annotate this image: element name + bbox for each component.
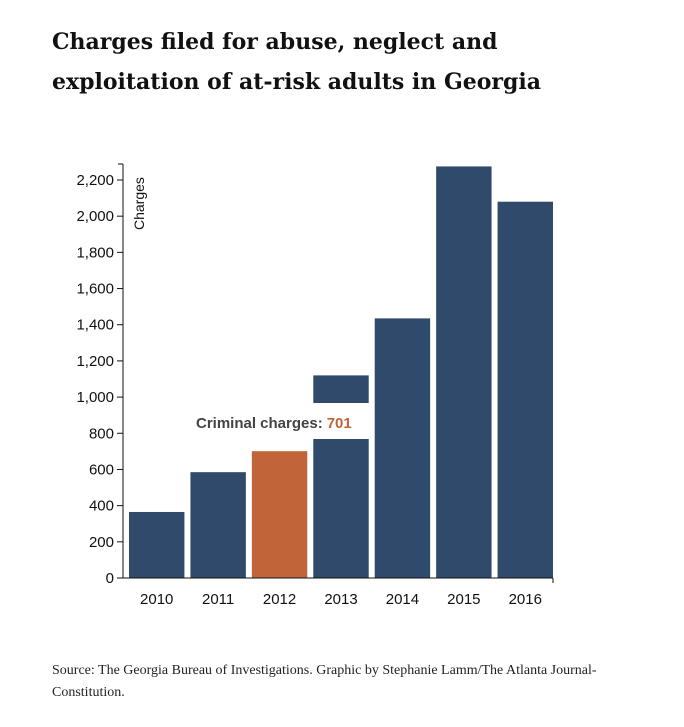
bar-2011[interactable] bbox=[190, 472, 246, 578]
bar-chart: 0 200 400 600 800 1,000 1,200 1,400 1,600 1,800 2,… bbox=[76, 163, 554, 608]
y-tick-label: 800 bbox=[89, 425, 114, 442]
y-tick-label: 1,200 bbox=[76, 353, 114, 370]
y-tick-label: 1,800 bbox=[76, 244, 114, 261]
x-tick-label: 2010 bbox=[140, 591, 173, 608]
bar-2015[interactable] bbox=[436, 166, 492, 578]
y-tick-label: 1,600 bbox=[76, 281, 114, 298]
axes-layer: 0 200 400 600 800 1,000 1,200 1,400 1,600 1,800 2,… bbox=[76, 163, 554, 608]
x-tick-label: 2011 bbox=[202, 591, 234, 608]
x-tick-label: 2015 bbox=[447, 591, 480, 608]
y-axis-title: Charges bbox=[131, 177, 147, 230]
tooltip: Criminal charges: 701 bbox=[184, 403, 372, 439]
y-tick-label: 600 bbox=[89, 461, 114, 478]
bars-layer bbox=[129, 166, 553, 578]
y-tick-label: 2,200 bbox=[76, 172, 114, 189]
y-tick-label: 400 bbox=[89, 498, 114, 515]
source-note: Source: The Georgia Bureau of Investigat… bbox=[52, 663, 597, 700]
bar-2014[interactable] bbox=[374, 318, 431, 578]
y-tick-label: 200 bbox=[89, 534, 114, 551]
y-tick-label: 0 bbox=[106, 570, 114, 587]
bar-2016[interactable] bbox=[497, 201, 553, 578]
bar-2010[interactable] bbox=[129, 511, 185, 578]
tooltip-label: Criminal charges: bbox=[196, 415, 323, 432]
x-tick-label: 2014 bbox=[386, 591, 419, 608]
x-tick-label: 2016 bbox=[509, 591, 542, 608]
tooltip-value: 701 bbox=[327, 415, 352, 432]
y-tick-label: 1,000 bbox=[76, 389, 114, 406]
y-tick-label: 1,400 bbox=[76, 317, 114, 334]
tooltip-text: Criminal charges: 701 bbox=[196, 415, 352, 432]
bar-2012[interactable] bbox=[251, 451, 308, 578]
tooltip-box bbox=[184, 403, 372, 439]
x-tick-label: 2013 bbox=[324, 591, 357, 608]
chart-title: Charges filed for abuse, neglect and exp… bbox=[52, 29, 541, 95]
x-tick-label: 2012 bbox=[263, 591, 296, 608]
y-tick-label: 2,000 bbox=[76, 208, 114, 225]
